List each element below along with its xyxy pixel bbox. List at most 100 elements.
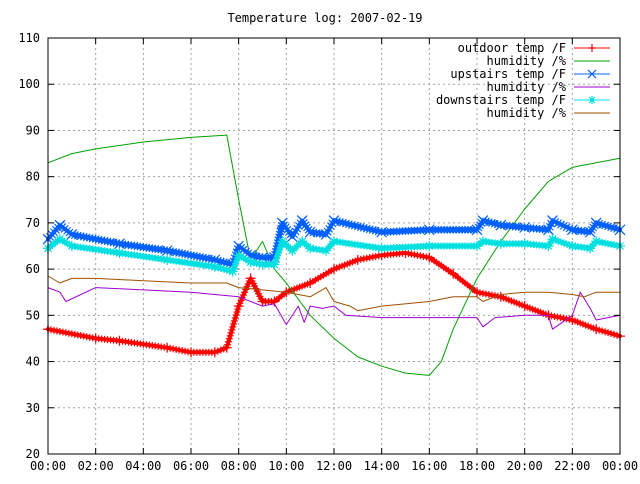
- x-tick-label: 14:00: [364, 459, 400, 473]
- data-point: [277, 236, 288, 247]
- x-tick-label: 12:00: [316, 459, 352, 473]
- data-point: [495, 219, 507, 231]
- legend-item: humidity /%: [487, 80, 610, 94]
- data-point: [66, 241, 77, 251]
- legend-label: downstairs temp /F: [436, 93, 566, 107]
- data-point: [54, 219, 66, 231]
- data-point: [423, 224, 435, 236]
- x-tick-label: 08:00: [221, 459, 257, 473]
- data-point: [590, 217, 602, 229]
- data-point: [296, 215, 308, 227]
- y-tick-label: 100: [18, 77, 40, 91]
- x-tick-label: 00:00: [602, 459, 638, 473]
- x-tick-label: 10:00: [268, 459, 304, 473]
- series-5: [47, 275, 621, 312]
- data-point: [477, 215, 489, 227]
- data-point: [424, 252, 435, 263]
- series-2: [42, 215, 626, 270]
- data-point: [286, 231, 298, 243]
- legend-item: upstairs temp /F: [450, 67, 610, 81]
- series-line: [47, 134, 621, 376]
- data-point: [543, 241, 554, 251]
- data-point: [276, 217, 288, 229]
- data-point: [566, 224, 578, 236]
- x-tick-label: 16:00: [411, 459, 447, 473]
- data-point: [519, 301, 530, 312]
- data-point: [448, 268, 459, 279]
- data-point: [209, 261, 220, 272]
- legend-label: outdoor temp /F: [458, 41, 566, 55]
- y-tick-label: 90: [26, 123, 40, 137]
- data-point: [591, 236, 602, 247]
- data-point: [329, 236, 339, 247]
- legend-label: humidity /%: [487, 54, 567, 68]
- data-point: [186, 347, 196, 358]
- data-point: [90, 333, 101, 344]
- series-0: [43, 247, 625, 358]
- data-point: [269, 259, 280, 270]
- data-point: [257, 259, 268, 270]
- data-point: [233, 240, 245, 252]
- data-point: [297, 236, 308, 247]
- y-tick-label: 50: [26, 308, 40, 322]
- legend-item: downstairs temp /F: [436, 93, 610, 107]
- data-point: [547, 215, 558, 227]
- x-tick-label: 20:00: [507, 459, 543, 473]
- x-tick-label: 06:00: [173, 459, 209, 473]
- y-tick-label: 40: [26, 355, 40, 369]
- y-tick-label: 60: [26, 262, 40, 276]
- data-point: [305, 277, 316, 288]
- series-1: [47, 134, 621, 376]
- data-point: [161, 245, 173, 257]
- y-tick-label: 110: [18, 31, 40, 45]
- data-point: [209, 347, 220, 358]
- data-point: [305, 243, 316, 254]
- data-point: [245, 273, 256, 284]
- x-tick-label: 02:00: [78, 459, 114, 473]
- data-point: [114, 335, 125, 346]
- data-point: [233, 250, 244, 261]
- y-tick-label: 30: [26, 401, 40, 415]
- data-point: [321, 245, 332, 256]
- x-tick-label: 00:00: [30, 459, 66, 473]
- data-point: [257, 296, 268, 307]
- data-point: [495, 291, 506, 302]
- data-point: [519, 222, 531, 233]
- data-point: [547, 234, 558, 245]
- legend-label: humidity /%: [487, 80, 567, 94]
- series-line: [47, 287, 621, 330]
- data-point: [328, 215, 340, 227]
- legend-item: humidity /%: [487, 54, 610, 68]
- data-point: [376, 226, 388, 238]
- data-point: [495, 238, 506, 249]
- data-point: [376, 243, 387, 254]
- data-point: [584, 226, 596, 238]
- data-point: [114, 247, 125, 258]
- data-point: [320, 229, 332, 240]
- y-tick-label: 80: [26, 170, 40, 184]
- data-point: [424, 241, 435, 251]
- y-tick-label: 20: [26, 447, 40, 461]
- data-point: [519, 238, 530, 249]
- data-point: [162, 342, 173, 353]
- data-point: [233, 301, 244, 312]
- data-point: [567, 241, 578, 251]
- data-point: [543, 224, 554, 236]
- legend-label: humidity /%: [487, 106, 567, 120]
- data-point: [287, 245, 298, 256]
- data-point: [585, 243, 596, 254]
- chart-title: Temperature log: 2007-02-19: [227, 11, 422, 25]
- legend-label: upstairs temp /F: [450, 67, 566, 81]
- data-point: [591, 324, 602, 335]
- data-point: [66, 229, 78, 240]
- y-tick-label: 70: [26, 216, 40, 230]
- series-3: [47, 287, 621, 330]
- series-layer: [42, 134, 626, 376]
- data-point: [472, 241, 482, 251]
- series-line: [47, 275, 621, 312]
- data-point: [304, 226, 316, 238]
- x-tick-label: 18:00: [459, 459, 495, 473]
